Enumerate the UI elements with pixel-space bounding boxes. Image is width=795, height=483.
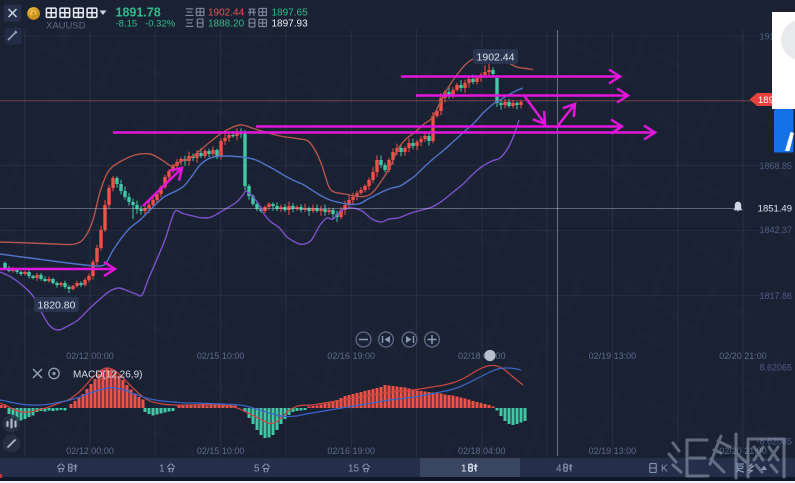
svg-text:15: 15: [348, 464, 360, 475]
svg-text:02/18 04:00: 02/18 04:00: [458, 351, 506, 361]
svg-text:1: 1: [159, 464, 165, 475]
svg-text:1817.86: 1817.86: [759, 291, 792, 301]
svg-text:$: $: [32, 9, 37, 18]
svg-text:02/18 04:00: 02/18 04:00: [458, 446, 506, 456]
svg-text:4: 4: [556, 464, 562, 475]
svg-text:02/12 00:00: 02/12 00:00: [66, 446, 114, 456]
svg-text:MACD(12,26,9): MACD(12,26,9): [73, 370, 142, 381]
svg-text:1: 1: [461, 464, 467, 475]
svg-text:02/20 21:00: 02/20 21:00: [719, 351, 767, 361]
svg-text:02/16 19:00: 02/16 19:00: [327, 446, 375, 456]
svg-text:1891.78: 1891.78: [116, 6, 161, 20]
svg-text:1902.44: 1902.44: [208, 8, 245, 19]
svg-text:02/15 10:00: 02/15 10:00: [197, 446, 245, 456]
svg-text:-8.15 -0.32%: -8.15 -0.32%: [116, 19, 176, 30]
svg-text:1842.37: 1842.37: [759, 225, 792, 235]
svg-text:1820.80: 1820.80: [38, 299, 76, 311]
svg-text:1868.85: 1868.85: [759, 161, 792, 171]
svg-text:02/15 10:00: 02/15 10:00: [197, 351, 245, 361]
svg-text:02/19 13:00: 02/19 13:00: [589, 446, 637, 456]
svg-text:02/20 21:00: 02/20 21:00: [719, 446, 767, 456]
svg-text:02/19 13:00: 02/19 13:00: [589, 351, 637, 361]
svg-text:1888.20: 1888.20: [208, 19, 245, 30]
svg-text:1897.65: 1897.65: [272, 8, 309, 19]
svg-text:5: 5: [254, 464, 260, 475]
svg-text:1897.93: 1897.93: [272, 19, 309, 30]
svg-text:-8.62085: -8.62085: [756, 437, 792, 447]
svg-text:02/16 19:00: 02/16 19:00: [327, 351, 375, 361]
svg-text:1851.49: 1851.49: [758, 204, 792, 215]
svg-text:XAUUSD: XAUUSD: [46, 21, 86, 32]
svg-text:02/12 00:00: 02/12 00:00: [66, 351, 114, 361]
svg-text:K: K: [661, 464, 668, 475]
svg-text:8.62065: 8.62065: [759, 363, 792, 373]
svg-text:1902.44: 1902.44: [477, 51, 515, 63]
